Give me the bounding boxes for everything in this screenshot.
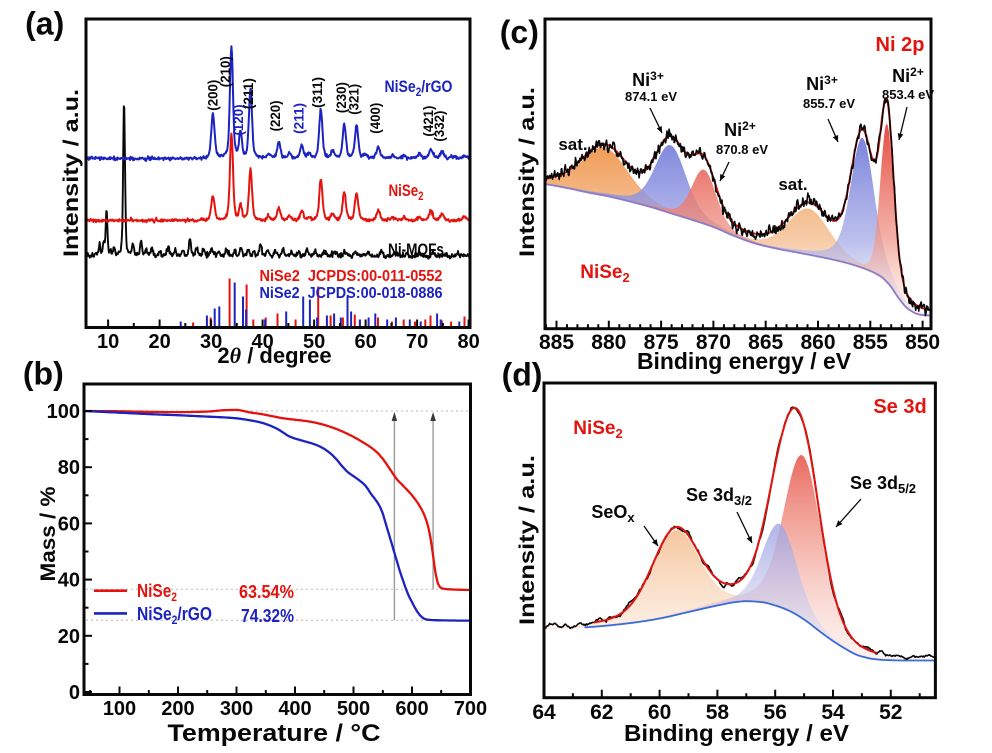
svg-text:2θ / degree: 2θ / degree [217,343,331,368]
svg-text:400: 400 [278,698,311,720]
svg-text:300: 300 [220,698,253,720]
svg-text:NiSe2 JCPDS:00-018-0886: NiSe2 JCPDS:00-018-0886 [260,285,443,302]
svg-text:874.1 eV: 874.1 eV [625,89,677,104]
svg-text:100: 100 [47,401,80,423]
svg-text:(200): (200) [205,80,221,111]
svg-text:Se 3d: Se 3d [873,396,926,418]
svg-text:(220): (220) [267,100,283,131]
svg-text:sat.: sat. [778,175,807,194]
svg-text:10: 10 [97,331,119,353]
svg-text:74.32%: 74.32% [241,606,294,626]
svg-text:60: 60 [354,331,376,353]
svg-text:Binding energy / eV: Binding energy / eV [637,348,852,374]
svg-text:58: 58 [706,701,730,724]
svg-text:52: 52 [879,701,902,724]
svg-text:850: 850 [905,331,940,354]
svg-text:NiSe2: NiSe2 [573,418,622,441]
svg-text:(321): (321) [346,84,362,115]
svg-text:70: 70 [406,331,428,353]
svg-text:870.8 eV: 870.8 eV [716,142,768,157]
svg-text:(d): (d) [502,357,543,393]
svg-text:SeOx: SeOx [591,502,635,525]
svg-text:(c): (c) [500,14,539,50]
svg-text:NiSe2: NiSe2 [580,262,629,285]
svg-text:(210): (210) [217,56,233,87]
svg-text:NiSe2/rGO: NiSe2/rGO [385,77,453,99]
svg-text:875: 875 [644,331,679,354]
svg-text:(400): (400) [367,103,383,134]
svg-text:880: 880 [591,331,626,354]
svg-text:63.54%: 63.54% [239,582,294,602]
svg-text:(b): (b) [23,356,64,392]
svg-text:(332): (332) [431,111,447,142]
svg-text:(211): (211) [291,103,307,134]
svg-text:Intensity / a.u.: Intensity / a.u. [516,87,539,257]
svg-text:Binding energy / eV: Binding energy / eV [624,720,850,746]
svg-text:600: 600 [395,698,428,720]
svg-text:(120): (120) [230,105,246,136]
svg-text:62: 62 [590,701,613,724]
svg-text:865: 865 [748,331,783,354]
svg-text:(230): (230) [333,82,349,113]
svg-text:80: 80 [58,457,80,479]
svg-text:700: 700 [454,698,487,720]
svg-text:60: 60 [58,513,80,535]
svg-text:60: 60 [648,701,671,724]
svg-text:500: 500 [337,698,370,720]
svg-text:50: 50 [303,331,325,353]
svg-text:(421): (421) [420,106,436,137]
svg-text:20: 20 [58,626,80,648]
svg-text:30: 30 [200,331,222,353]
svg-text:855.7 eV: 855.7 eV [803,96,855,111]
svg-text:853.4 eV: 853.4 eV [882,87,934,102]
svg-text:NiSe2/rGO: NiSe2/rGO [137,604,212,627]
svg-text:40: 40 [58,570,80,592]
svg-text:54: 54 [821,701,845,724]
svg-text:20: 20 [148,331,170,353]
svg-text:855: 855 [853,331,888,354]
svg-text:(a): (a) [25,6,64,42]
svg-text:870: 870 [696,331,731,354]
svg-text:NiSe2: NiSe2 [389,181,424,203]
svg-text:NiSe2: NiSe2 [137,581,177,604]
svg-text:0: 0 [69,682,80,704]
svg-text:Intensity / a.u.: Intensity / a.u. [60,89,83,257]
svg-text:80: 80 [457,331,479,353]
svg-text:64: 64 [532,701,556,724]
svg-text:40: 40 [251,331,273,353]
svg-text:885: 885 [539,331,574,354]
svg-text:100: 100 [103,698,136,720]
svg-text:56: 56 [764,701,787,724]
svg-text:Mass / %: Mass / % [37,486,60,581]
svg-text:(211): (211) [240,78,256,109]
svg-text:Intensity / a.u.: Intensity / a.u. [516,455,539,625]
svg-text:Ni 2p: Ni 2p [876,34,925,56]
svg-text:Temperature / °C: Temperature / °C [168,720,381,747]
svg-text:(311): (311) [309,77,325,108]
svg-text:200: 200 [161,698,194,720]
svg-text:NiSe2 JCPDS:00-011-0552: NiSe2 JCPDS:00-011-0552 [260,268,443,285]
svg-text:860: 860 [800,331,835,354]
svg-text:sat.: sat. [558,135,587,154]
svg-text:Ni-MOFs: Ni-MOFs [388,240,444,259]
